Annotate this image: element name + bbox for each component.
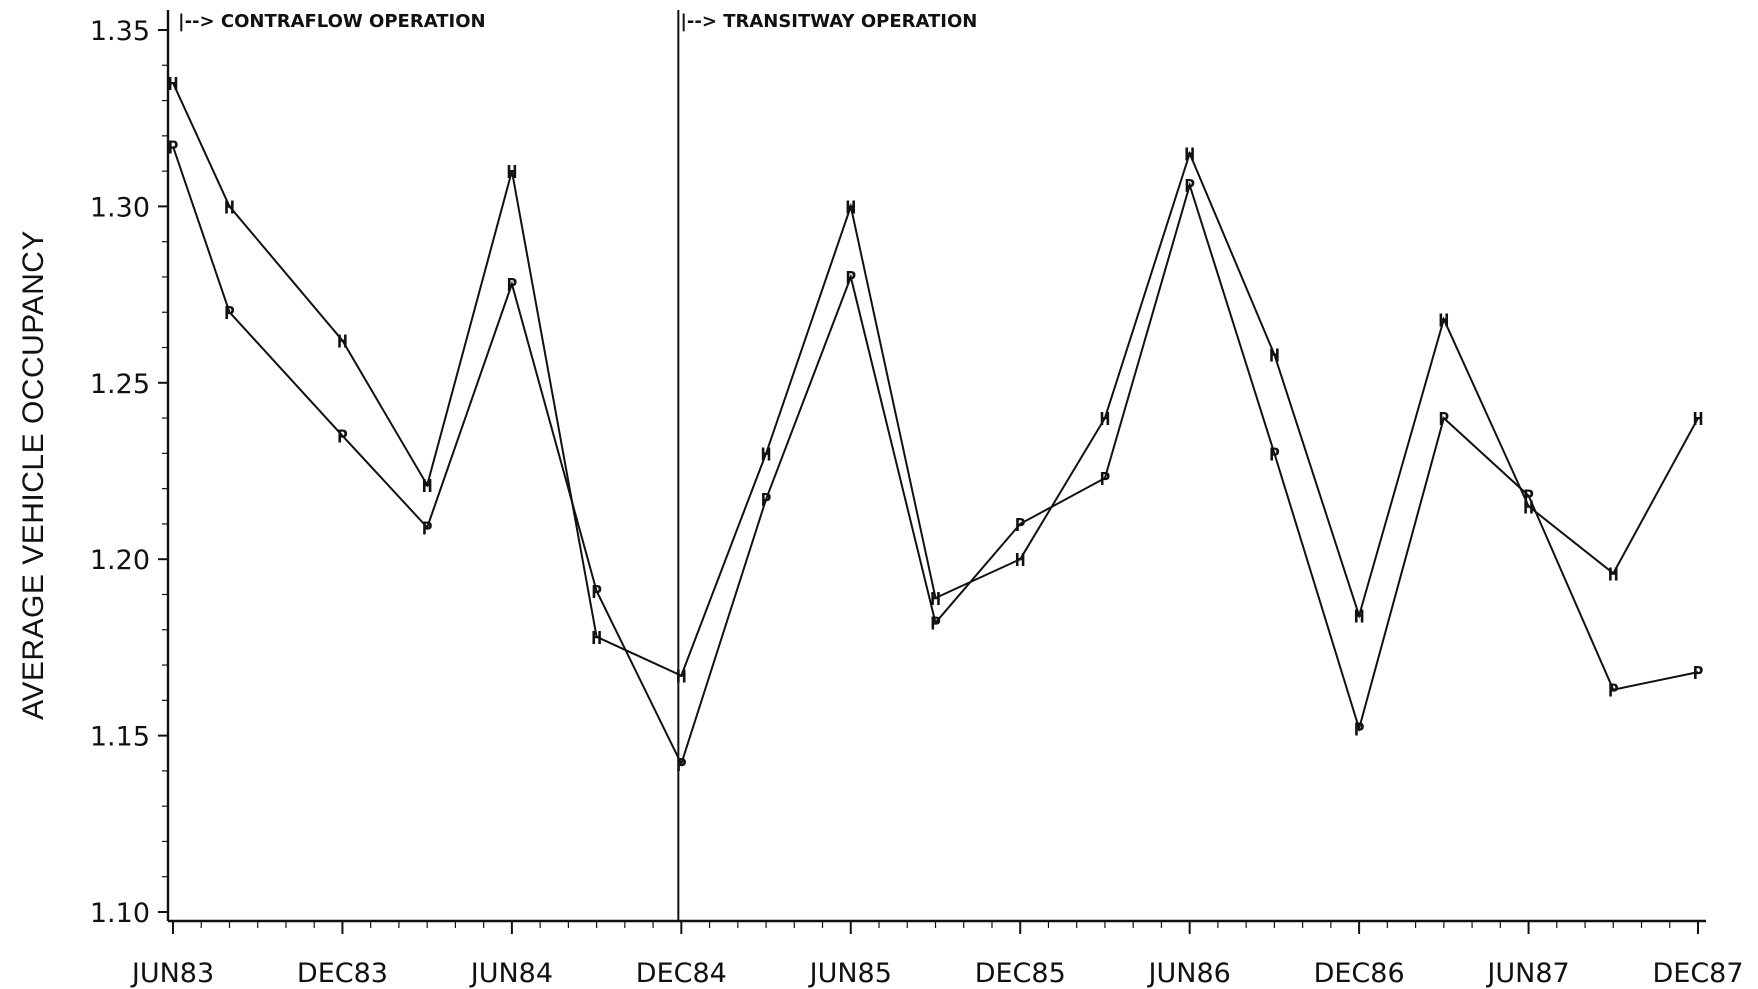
- y-tick-label: 1.20: [90, 545, 150, 576]
- y-tick-label: 1.25: [90, 369, 150, 400]
- x-tick-label: JUN87: [1485, 958, 1569, 989]
- data-point: H: [761, 444, 772, 465]
- y-tick-label: 1.15: [90, 722, 150, 753]
- data-point: P: [224, 303, 235, 324]
- data-point: H: [1608, 564, 1619, 585]
- data-point: H: [224, 197, 235, 218]
- x-tick-label: JUN85: [808, 958, 892, 989]
- data-point: P: [1438, 409, 1449, 430]
- x-tick-label: DEC84: [636, 958, 727, 989]
- data-point: H: [1100, 409, 1111, 430]
- data-point: P: [168, 137, 179, 158]
- data-point: H: [676, 667, 687, 688]
- data-point: H: [1184, 144, 1195, 165]
- data-point: P: [1184, 176, 1195, 197]
- annotations: |--> CONTRAFLOW OPERATION |--> TRANSITWAY…: [178, 10, 977, 921]
- data-point: P: [1015, 515, 1026, 536]
- y-axis-label: AVERAGE VEHICLE OCCUPANCY: [17, 230, 50, 720]
- data-point: P: [1693, 663, 1704, 684]
- data-point: H: [422, 476, 433, 497]
- data-point: P: [422, 518, 433, 539]
- data-point: P: [1523, 487, 1534, 508]
- data-point: P: [506, 275, 517, 296]
- data-point: P: [1608, 681, 1619, 702]
- data-point: H: [168, 74, 179, 95]
- series-p: P P P P P P P P P P P P P P P P P P P: [168, 137, 1704, 775]
- x-tick-label: DEC83: [297, 958, 388, 989]
- data-point: P: [591, 582, 602, 603]
- data-point: P: [845, 268, 856, 289]
- data-point: P: [676, 755, 687, 776]
- y-tick-label: 1.35: [90, 16, 150, 47]
- y-axis-title: AVERAGE VEHICLE OCCUPANCY: [17, 230, 50, 720]
- x-tick-label: JUN84: [469, 958, 553, 989]
- data-point: P: [930, 614, 941, 635]
- data-point: H: [930, 589, 941, 610]
- data-point: P: [337, 427, 348, 448]
- data-point: H: [1354, 607, 1365, 628]
- data-point: H: [337, 331, 348, 352]
- data-point: H: [1438, 310, 1449, 331]
- data-point: P: [1269, 444, 1280, 465]
- y-tick-label: 1.10: [90, 898, 150, 929]
- x-tick-label: JUN83: [130, 958, 214, 989]
- data-point: P: [1100, 469, 1111, 490]
- series-line-p: [172, 146, 1699, 767]
- x-tick-label: DEC85: [975, 958, 1066, 989]
- x-tick-label: JUN86: [1147, 958, 1231, 989]
- axes: 1.10 1.15 1.20 1.25 1.30 1.35 JUN83 DEC83 JUN84 D…: [90, 10, 1744, 989]
- series-h: H H H H H H H H H H H H H H H H H H H: [168, 74, 1704, 688]
- data-point: H: [1269, 346, 1280, 367]
- data-point: H: [1015, 550, 1026, 571]
- data-point: H: [591, 628, 602, 649]
- data-point: H: [506, 162, 517, 183]
- y-tick-label: 1.30: [90, 192, 150, 223]
- annotation-label: |--> TRANSITWAY OPERATION: [680, 11, 977, 32]
- x-tick-label: DEC87: [1652, 958, 1743, 989]
- data-point: H: [845, 197, 856, 218]
- data-point: P: [1354, 720, 1365, 741]
- series-line-h: [172, 82, 1699, 677]
- data-point: H: [1693, 409, 1704, 430]
- x-tick-label: DEC86: [1314, 958, 1405, 989]
- annotation-label: |--> CONTRAFLOW OPERATION: [178, 11, 486, 32]
- data-point: H: [1523, 497, 1534, 518]
- data-point: P: [761, 490, 772, 511]
